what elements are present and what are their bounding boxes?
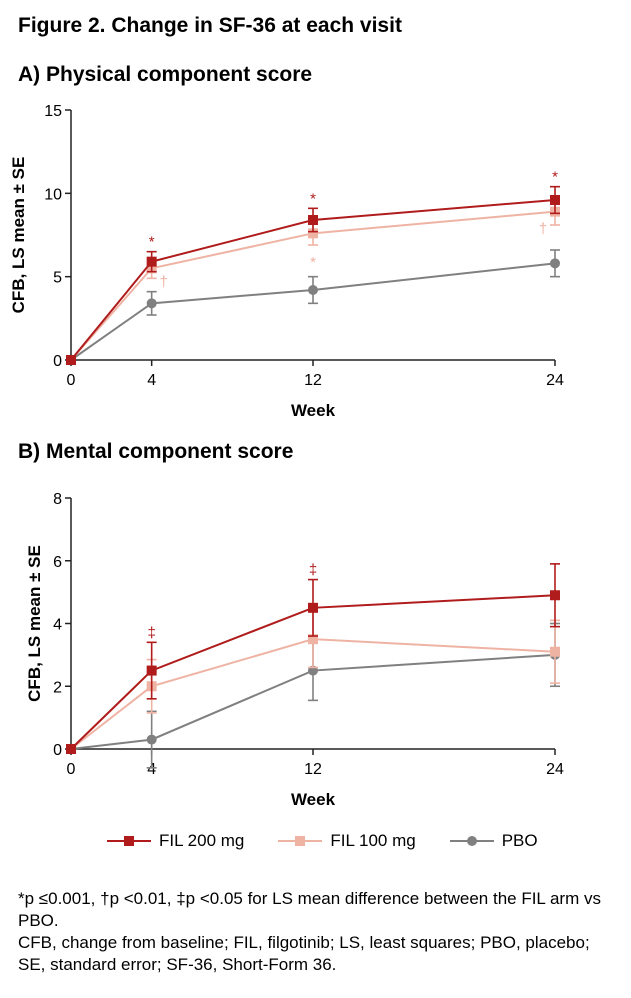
- significance-marker: †: [539, 221, 547, 238]
- legend-item-fil100: FIL 100 mg: [278, 831, 416, 851]
- series-line-1: [70, 210, 556, 361]
- legend-marker-fil100: [278, 836, 323, 846]
- data-point: [66, 744, 76, 754]
- data-point: [550, 590, 560, 601]
- chart-legend: FIL 200 mg FIL 100 mg PBO: [107, 831, 572, 851]
- data-point: [308, 285, 318, 295]
- data-point: [308, 228, 318, 239]
- data-point: [550, 195, 560, 205]
- series-line-2: [70, 262, 556, 361]
- series-line-1: [70, 638, 556, 750]
- y-tick-label: 15: [44, 103, 62, 120]
- y-tick-label: 0: [53, 742, 62, 759]
- series-line-0: [70, 199, 556, 361]
- legend-item-fil200: FIL 200 mg: [107, 831, 244, 851]
- legend-item-pbo: PBO: [449, 831, 538, 851]
- series-line-0: [70, 594, 556, 750]
- y-axis-label: CFB, LS mean ± SE: [25, 545, 44, 702]
- significance-marker: †: [159, 273, 167, 290]
- y-tick-label: 6: [53, 554, 62, 571]
- x-tick-label: 24: [546, 761, 564, 778]
- y-tick-label: 8: [53, 491, 62, 508]
- panel-a-title: A) Physical component score: [18, 63, 313, 86]
- y-tick-label: 10: [44, 186, 62, 203]
- y-tick-label: 0: [53, 353, 62, 370]
- data-point: [66, 355, 76, 365]
- legend-label-pbo: PBO: [501, 831, 538, 850]
- y-tick-label: 2: [53, 679, 62, 696]
- significance-marker: *: [310, 190, 316, 207]
- legend-marker-fil200: [107, 836, 151, 846]
- data-point: [308, 215, 318, 225]
- x-tick-label: 12: [304, 761, 322, 778]
- y-tick-label: 5: [53, 270, 62, 287]
- data-point: [308, 634, 318, 645]
- panel-b-title: B) Mental component score: [18, 440, 294, 463]
- data-point: [146, 298, 157, 309]
- x-tick-label: 12: [304, 372, 322, 389]
- footnotes: *p ≤0.001, †p <0.01, ‡p <0.05 for LS mea…: [18, 888, 618, 976]
- physical-score-chart: 0 5 10 15 0 4 12 24 Week CFB, LS mean ± SE * * * † * †: [9, 103, 564, 420]
- data-point: [550, 646, 560, 657]
- legend-label-fil200: FIL 200 mg: [159, 831, 245, 850]
- legend-label-fil100: FIL 100 mg: [330, 831, 416, 850]
- data-point: [308, 602, 318, 613]
- x-tick-label: 0: [67, 372, 76, 389]
- x-axis-label: Week: [291, 790, 336, 809]
- data-point: [550, 258, 560, 269]
- x-tick-label: 4: [147, 372, 156, 389]
- significance-marker: *: [552, 169, 558, 186]
- x-tick-label: 24: [546, 372, 564, 389]
- series-line-2: [70, 653, 556, 750]
- figure-title: Figure 2. Change in SF-36 at each visit: [18, 14, 402, 37]
- significance-marker: *: [149, 234, 155, 251]
- data-point: [146, 665, 157, 676]
- footnote-abbreviations: CFB, change from baseline; FIL, filgotin…: [18, 933, 590, 974]
- x-tick-label: 0: [67, 761, 76, 778]
- significance-marker: ‡: [309, 562, 317, 579]
- legend-marker-pbo: [449, 836, 494, 846]
- y-tick-label: 4: [53, 617, 62, 634]
- x-axis-label: Week: [291, 401, 336, 420]
- significance-marker: ‡: [147, 624, 155, 641]
- footnote-significance: *p ≤0.001, †p <0.01, ‡p <0.05 for LS mea…: [18, 889, 601, 930]
- data-point: [146, 256, 157, 267]
- significance-marker: *: [310, 254, 316, 271]
- y-axis-label: CFB, LS mean ± SE: [9, 157, 28, 314]
- data-point: [146, 734, 157, 745]
- x-tick-label: 4: [147, 761, 156, 778]
